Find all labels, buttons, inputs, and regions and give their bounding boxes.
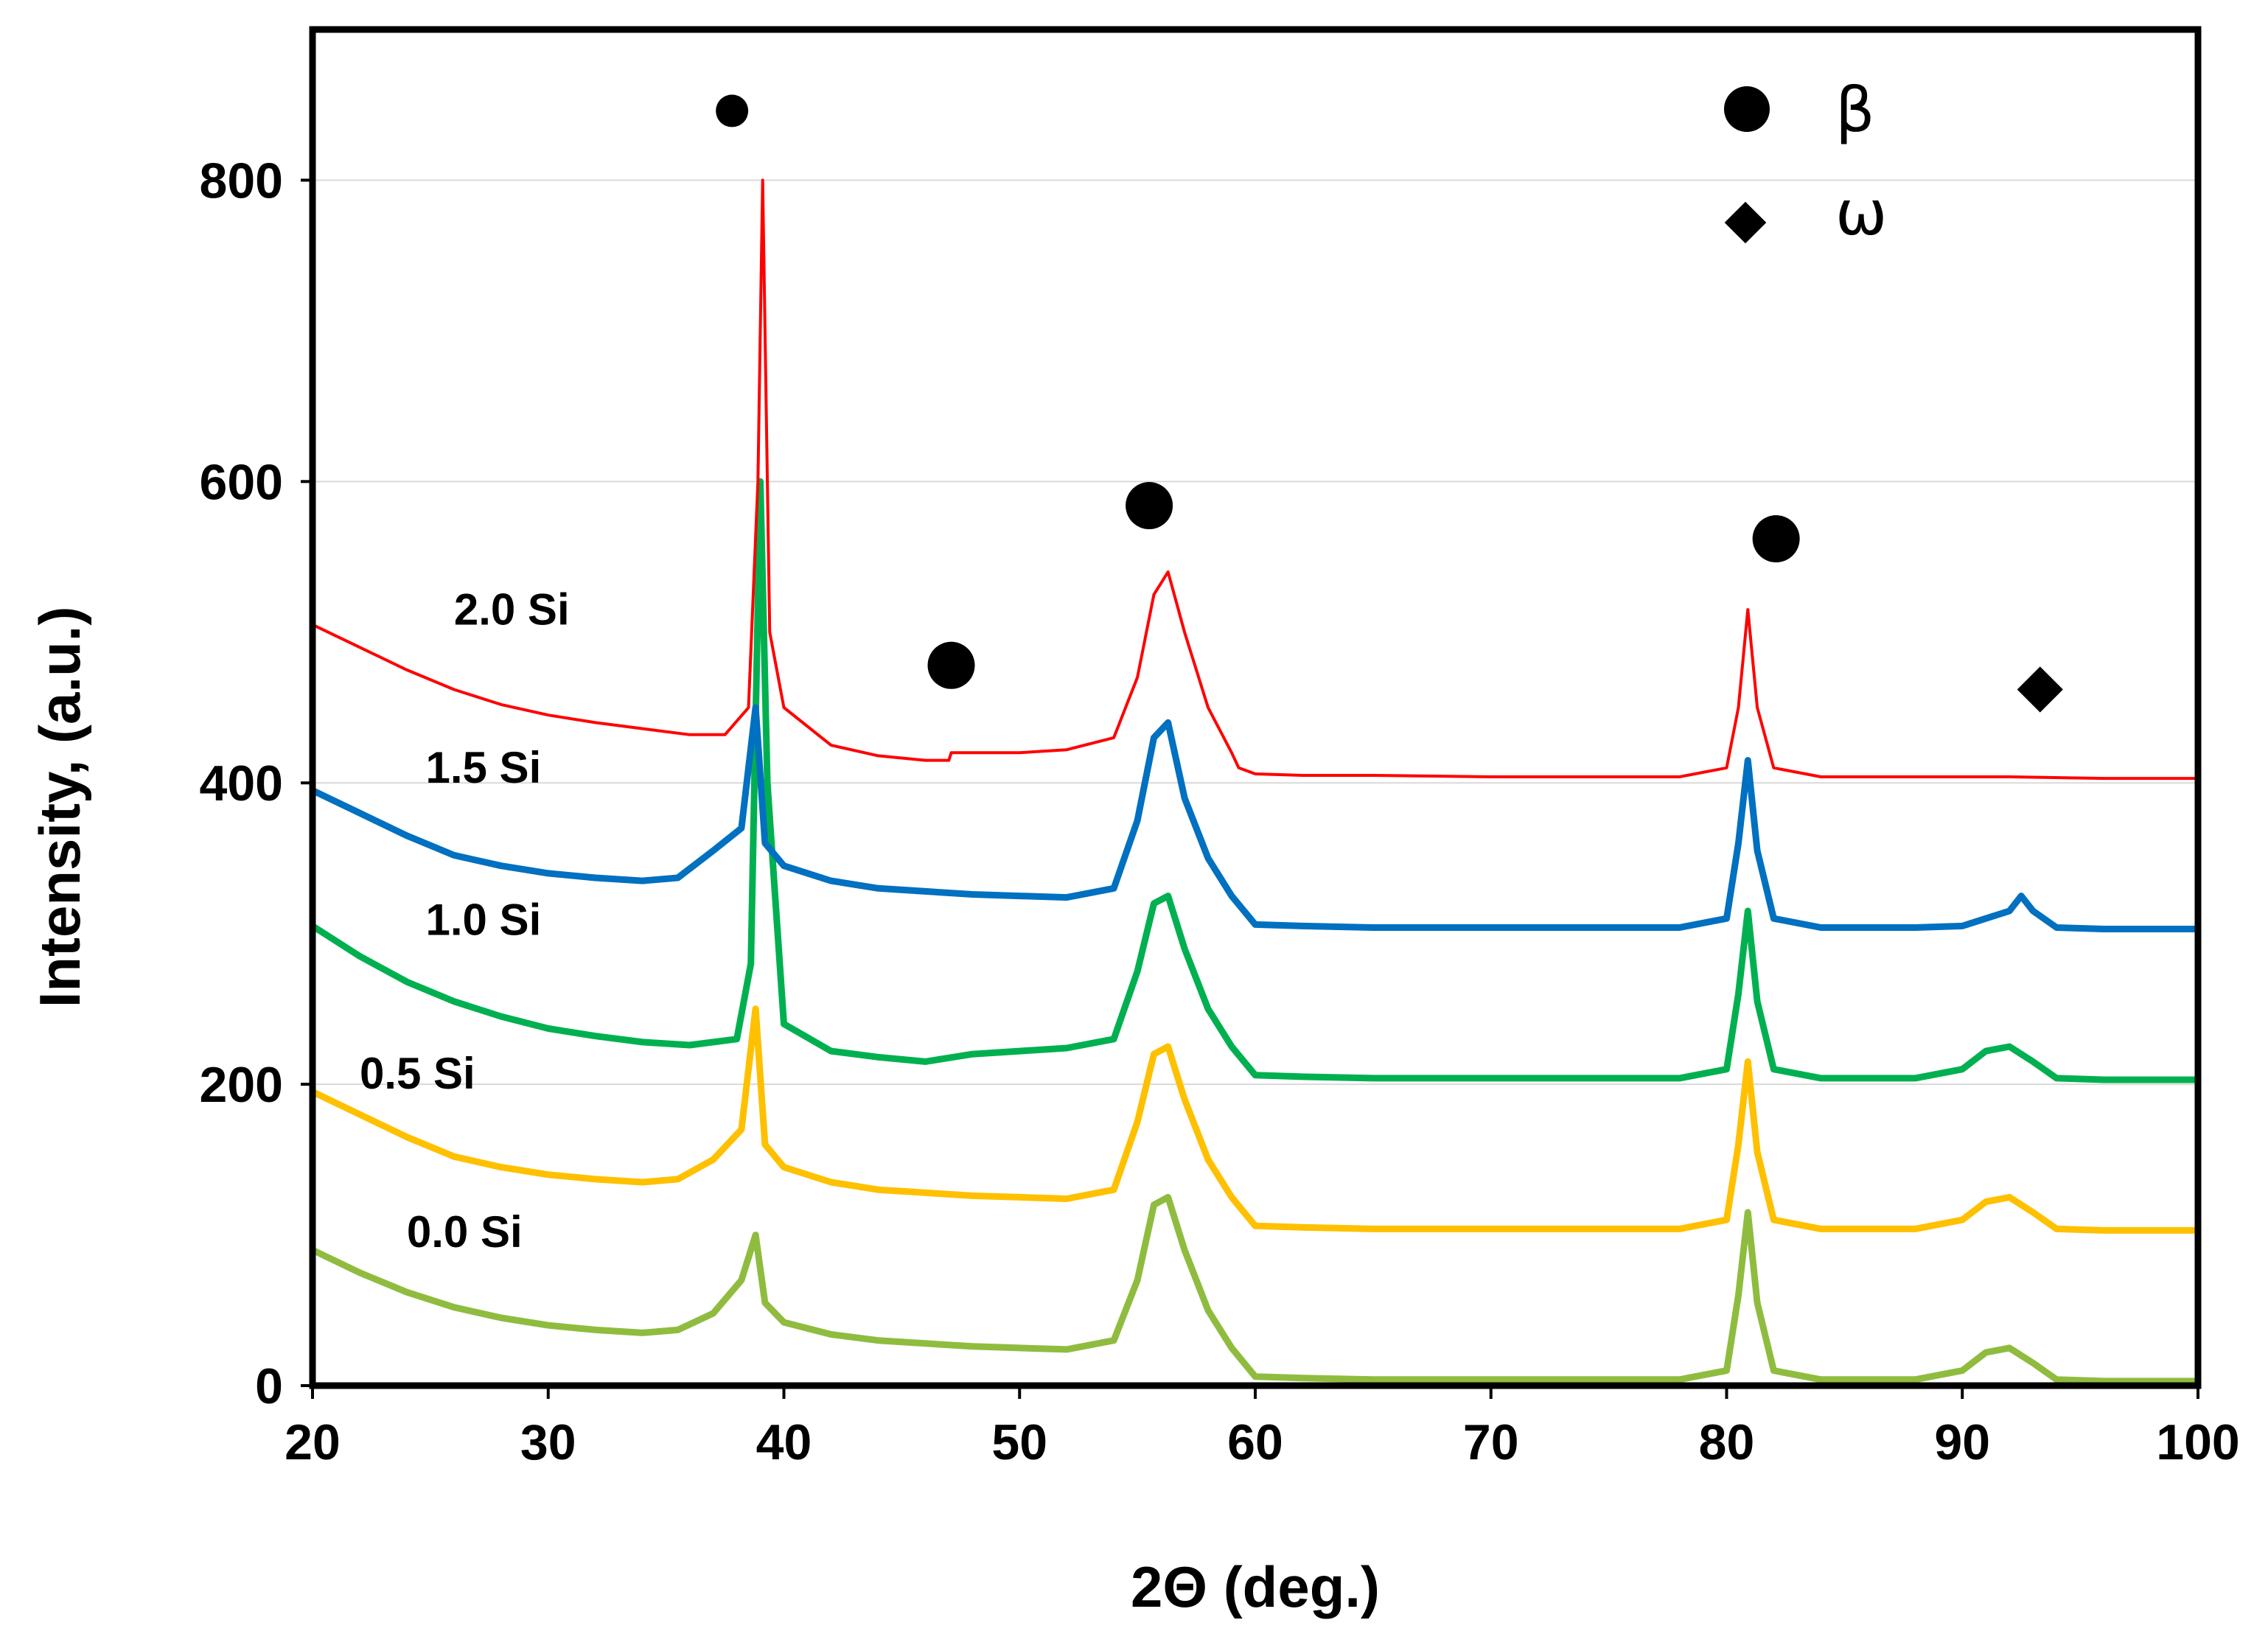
x-tick-label-1: 30	[520, 1414, 576, 1470]
series-label-1: 0.5 Si	[360, 1049, 475, 1098]
series-label-0: 0.0 Si	[407, 1207, 523, 1257]
series-line-3	[311, 704, 2198, 932]
gridlines	[313, 179, 2198, 1086]
y-tick-label-0: 0	[255, 1358, 283, 1414]
series-line-4	[312, 178, 2198, 781]
y-tick-label-4: 800	[200, 153, 283, 209]
beta-peak-marker-1	[927, 641, 975, 689]
beta-peak-marker-3	[1752, 515, 1800, 563]
x-axis-title: 2Θ (deg.)	[1131, 1554, 1380, 1619]
series-layer	[310, 178, 2198, 1385]
x-tick-label-5: 70	[1463, 1414, 1519, 1470]
peak-markers	[716, 94, 2063, 713]
x-tick-label-2: 40	[756, 1414, 812, 1470]
legend-beta-circle-icon	[1724, 86, 1770, 132]
beta-peak-marker-0	[716, 94, 749, 128]
omega-peak-marker-4	[2017, 666, 2063, 713]
x-tick-label-6: 80	[1699, 1414, 1755, 1470]
legend-omega-diamond-icon	[1724, 201, 1767, 244]
x-tick-label-3: 50	[991, 1414, 1047, 1470]
x-axis-ticks: 20 30 40 50 60 70 80 90 100	[285, 1386, 2240, 1470]
legend-label-beta: β	[1835, 74, 1875, 146]
y-tick-label-2: 400	[200, 755, 283, 811]
y-tick-label-3: 600	[200, 454, 283, 510]
y-axis-ticks: 0 200 400 600 800	[200, 153, 313, 1414]
series-label-3: 1.5 Si	[425, 743, 541, 792]
series-label-2: 1.0 Si	[425, 895, 541, 945]
series-labels: 0.0 Si 0.5 Si 1.0 Si 1.5 Si 2.0 Si	[360, 585, 570, 1257]
x-tick-label-7: 90	[1934, 1414, 1990, 1470]
series-label-4: 2.0 Si	[454, 585, 570, 635]
series-line-2	[310, 478, 2198, 1083]
x-tick-label-8: 100	[2156, 1414, 2239, 1470]
legend-label-omega: ω	[1835, 177, 1887, 249]
series-line-0	[311, 1193, 2198, 1385]
y-axis-title: Intensity, (a.u.)	[27, 607, 92, 1008]
beta-peak-marker-2	[1126, 482, 1173, 530]
x-tick-label-0: 20	[285, 1414, 341, 1470]
legend: β ω	[1724, 74, 1887, 249]
series-line-1	[311, 1005, 2198, 1234]
y-tick-label-1: 200	[200, 1057, 283, 1113]
x-tick-label-4: 60	[1227, 1414, 1283, 1470]
